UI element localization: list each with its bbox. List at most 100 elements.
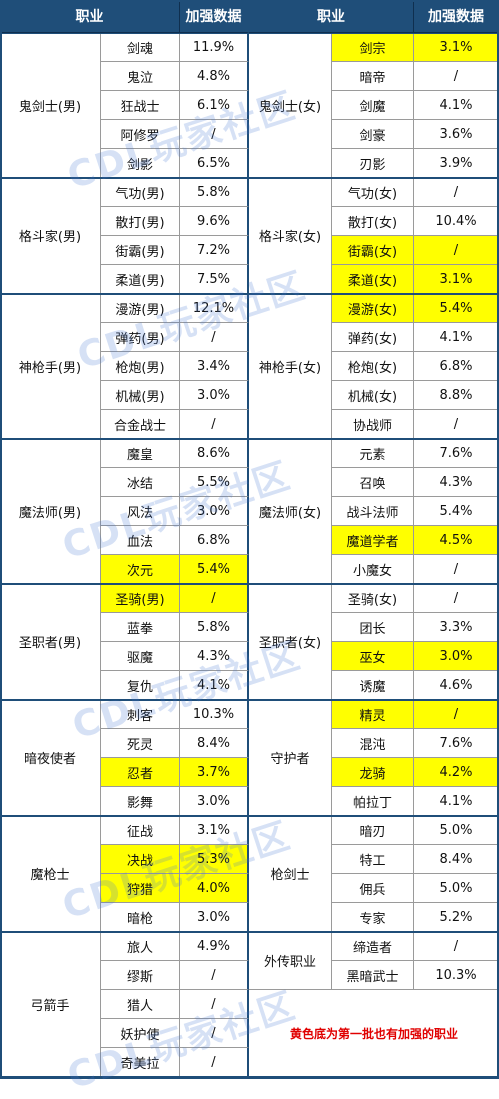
class-name: 弹药(女)	[332, 323, 414, 352]
buff-value: 4.6%	[414, 671, 499, 700]
buff-value: 5.4%	[414, 294, 499, 323]
class-name: 暗枪	[101, 903, 180, 932]
buff-value: /	[180, 120, 249, 149]
class-name: 妖护使	[101, 1019, 180, 1048]
class-name: 召唤	[332, 468, 414, 497]
buff-value: 10.3%	[414, 961, 499, 990]
group-name: 枪剑士	[249, 816, 332, 932]
buff-value: /	[180, 990, 249, 1019]
class-name: 驱魔	[101, 642, 180, 671]
class-name: 精灵	[332, 700, 414, 729]
buff-value: 3.0%	[180, 497, 249, 526]
buff-value: 4.1%	[414, 323, 499, 352]
buff-value: 3.4%	[180, 352, 249, 381]
buff-value: 4.3%	[180, 642, 249, 671]
class-name: 协战师	[332, 410, 414, 439]
group-name: 神枪手(男)	[0, 294, 101, 439]
group-name: 魔法师(男)	[0, 439, 101, 584]
legend-note: 黄色底为第一批也有加强的职业	[289, 1027, 458, 1041]
class-name: 巫女	[332, 642, 414, 671]
buff-value: 7.6%	[414, 729, 499, 758]
buff-value: 6.5%	[180, 149, 249, 178]
buff-value: 6.8%	[414, 352, 499, 381]
class-name: 征战	[101, 816, 180, 845]
group-name: 格斗家(女)	[249, 178, 332, 294]
class-name: 柔道(男)	[101, 265, 180, 294]
class-name: 漫游(男)	[101, 294, 180, 323]
class-name: 忍者	[101, 758, 180, 787]
class-name: 影舞	[101, 787, 180, 816]
buff-value: 3.9%	[414, 149, 499, 178]
group-name: 圣职者(男)	[0, 584, 101, 700]
buff-value: 4.1%	[414, 787, 499, 816]
class-name: 剑魔	[332, 91, 414, 120]
class-name: 决战	[101, 845, 180, 874]
buff-value: 3.0%	[180, 787, 249, 816]
class-name: 复仇	[101, 671, 180, 700]
class-name: 机械(女)	[332, 381, 414, 410]
buff-value: 3.0%	[414, 642, 499, 671]
class-name: 剑豪	[332, 120, 414, 149]
class-name: 专家	[332, 903, 414, 932]
class-name: 冰结	[101, 468, 180, 497]
class-name: 死灵	[101, 729, 180, 758]
buff-value: 8.4%	[414, 845, 499, 874]
class-name: 剑宗	[332, 33, 414, 62]
buff-value: 3.0%	[180, 381, 249, 410]
class-name: 圣骑(男)	[101, 584, 180, 613]
buff-value: 3.6%	[414, 120, 499, 149]
group-name: 魔法师(女)	[249, 439, 332, 584]
buff-value: 9.6%	[180, 207, 249, 236]
buff-value: /	[180, 323, 249, 352]
class-name: 散打(男)	[101, 207, 180, 236]
class-name: 猎人	[101, 990, 180, 1019]
buff-value: /	[414, 178, 499, 207]
group-name: 暗夜使者	[0, 700, 101, 816]
class-name: 散打(女)	[332, 207, 414, 236]
class-name: 小魔女	[332, 555, 414, 584]
buff-value: /	[414, 932, 499, 961]
buff-value: /	[180, 1048, 249, 1077]
class-name: 街霸(男)	[101, 236, 180, 265]
class-name: 柔道(女)	[332, 265, 414, 294]
group-name: 外传职业	[249, 932, 332, 990]
buff-value: 8.4%	[180, 729, 249, 758]
class-name: 黑暗武士	[332, 961, 414, 990]
class-name: 鬼泣	[101, 62, 180, 91]
buff-value: 4.5%	[414, 526, 499, 555]
class-name: 帕拉丁	[332, 787, 414, 816]
class-name: 气功(男)	[101, 178, 180, 207]
class-name: 次元	[101, 555, 180, 584]
class-name: 阿修罗	[101, 120, 180, 149]
buff-value: /	[180, 410, 249, 439]
class-name: 剑影	[101, 149, 180, 178]
class-name: 佣兵	[332, 874, 414, 903]
buff-value: 12.1%	[180, 294, 249, 323]
class-name: 暗刃	[332, 816, 414, 845]
buff-value: 7.6%	[414, 439, 499, 468]
header-class: 职业	[249, 0, 414, 33]
class-name: 诱魔	[332, 671, 414, 700]
buff-value: /	[180, 1019, 249, 1048]
buff-value: /	[414, 236, 499, 265]
buff-value: /	[180, 584, 249, 613]
class-name: 气功(女)	[332, 178, 414, 207]
buff-value: /	[414, 700, 499, 729]
group-name: 弓箭手	[0, 932, 101, 1077]
class-name: 暗帝	[332, 62, 414, 91]
buff-value: 4.0%	[180, 874, 249, 903]
class-name: 刺客	[101, 700, 180, 729]
class-name: 漫游(女)	[332, 294, 414, 323]
buff-value: 5.8%	[180, 613, 249, 642]
class-name: 旅人	[101, 932, 180, 961]
class-name: 圣骑(女)	[332, 584, 414, 613]
buff-value: 11.9%	[180, 33, 249, 62]
buff-value: 7.2%	[180, 236, 249, 265]
buff-value: 4.8%	[180, 62, 249, 91]
class-name: 蓝拳	[101, 613, 180, 642]
buff-value: 4.1%	[414, 91, 499, 120]
class-name: 奇美拉	[101, 1048, 180, 1077]
buff-value: /	[414, 584, 499, 613]
group-name: 格斗家(男)	[0, 178, 101, 294]
class-name: 战斗法师	[332, 497, 414, 526]
